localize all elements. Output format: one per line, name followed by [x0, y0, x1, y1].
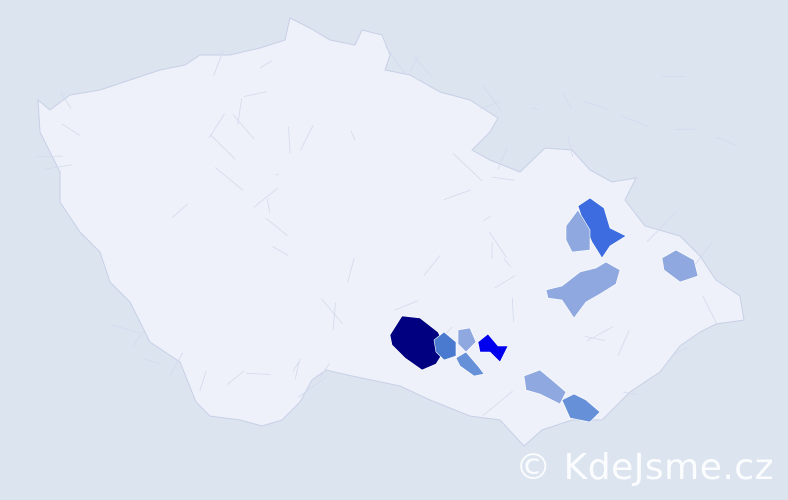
country-outline — [38, 18, 744, 446]
district-border — [414, 57, 431, 76]
district-border — [145, 359, 161, 363]
district-border — [562, 93, 571, 109]
watermark: © KdeJsme.cz — [515, 447, 774, 488]
district-border — [715, 137, 737, 145]
district-border — [410, 56, 418, 71]
district-border — [584, 102, 609, 110]
district-border — [133, 331, 144, 346]
district-border — [621, 116, 648, 127]
district-border — [111, 325, 140, 333]
district-border — [662, 76, 686, 77]
district-border — [530, 108, 539, 110]
